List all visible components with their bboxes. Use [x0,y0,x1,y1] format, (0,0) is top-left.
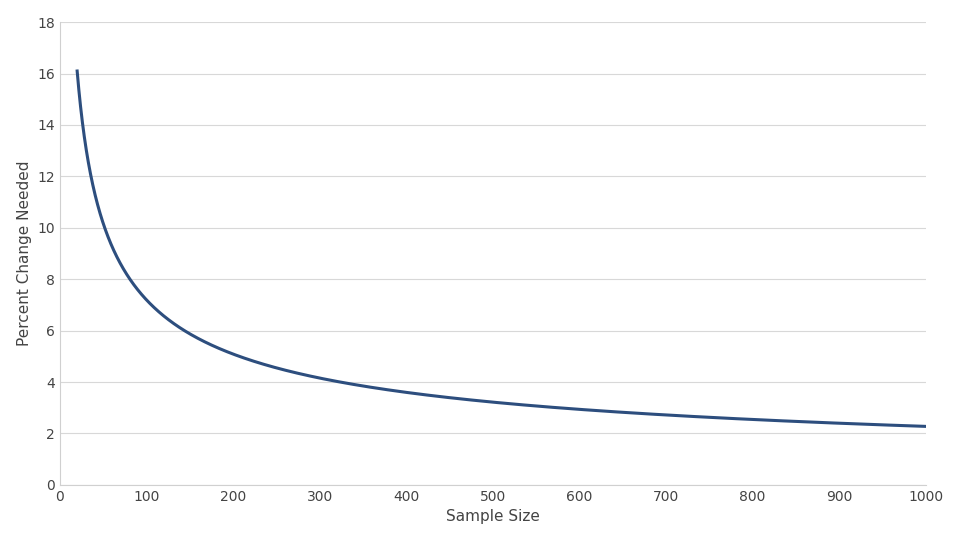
Y-axis label: Percent Change Needed: Percent Change Needed [16,161,32,346]
X-axis label: Sample Size: Sample Size [445,509,540,524]
